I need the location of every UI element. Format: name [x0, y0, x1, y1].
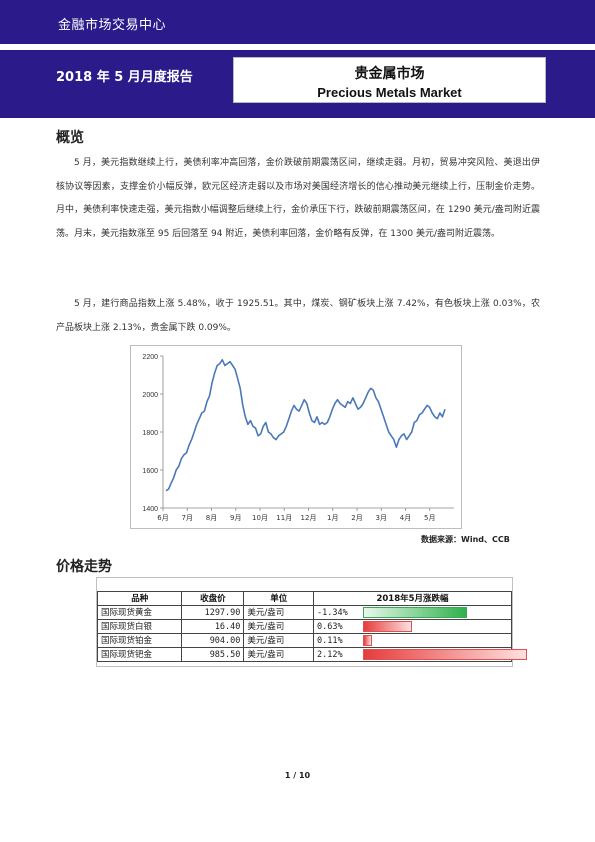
col-header-price: 收盘价 [181, 591, 245, 606]
row-change: 2.12% [312, 647, 363, 662]
price-table-frame: 品种 收盘价 单位 2018年5月涨跌幅 国际现货黄金 1297.90 美元/盎… [96, 577, 528, 667]
price-heading: 价格走势 [56, 559, 112, 575]
x-tick-label: 9月 [230, 514, 241, 522]
row-price: 904.00 [181, 633, 245, 648]
org-name: 金融市场交易中心 [58, 18, 167, 33]
change-data-bar [363, 635, 372, 646]
report-title-en: Precious Metals Market [317, 85, 462, 100]
row-change: 0.63% [312, 619, 363, 634]
row-name: 国际现货黄金 [96, 605, 183, 620]
series-line [165, 359, 446, 492]
table-row: 国际现货黄金 1297.90 美元/盎司 -1.34% [96, 605, 513, 620]
row-price: 1297.90 [181, 605, 245, 620]
row-price: 16.40 [181, 619, 245, 634]
overview-heading: 概览 [56, 130, 84, 146]
y-tick-label: 1600 [142, 468, 158, 475]
change-data-bar [363, 607, 467, 618]
x-tick-label: 11月 [276, 514, 292, 522]
data-source-note: 数据来源：Wind、CCB [421, 535, 510, 544]
row-unit: 美元/盎司 [243, 619, 314, 634]
report-title-cn: 贵金属市场 [354, 66, 425, 82]
y-tick-label: 2200 [142, 354, 158, 361]
col-header-change: 2018年5月涨跌幅 [312, 591, 513, 606]
row-change: -1.34% [312, 605, 363, 620]
row-change: 0.11% [312, 633, 363, 648]
x-tick-label: 2月 [351, 514, 362, 522]
y-tick-label: 1400 [142, 506, 158, 513]
table-row: 国际现货钯金 985.50 美元/盎司 2.12% [96, 647, 528, 662]
row-change-bar-cell [362, 647, 528, 662]
col-header-unit: 单位 [243, 591, 314, 606]
line-chart-svg: 1400 1600 1800 2000 2200 6月 7月 8月 9月 10月 11月 12月 1月 2… [142, 354, 454, 522]
x-tick-label: 12月 [301, 514, 317, 522]
row-name: 国际现货钯金 [96, 647, 183, 662]
col-header-name: 品种 [96, 591, 183, 606]
row-unit: 美元/盎司 [243, 647, 314, 662]
x-tick-label: 7月 [182, 514, 193, 522]
row-change-bar-cell [362, 633, 513, 648]
x-tick-label: 3月 [376, 514, 387, 522]
change-data-bar [363, 621, 412, 632]
index-line-chart: 1400 1600 1800 2000 2200 6月 7月 8月 9月 10月 11月 12月 1月 2… [130, 345, 462, 529]
change-data-bar [363, 649, 528, 660]
x-tick-label: 5月 [424, 514, 435, 522]
row-unit: 美元/盎司 [243, 605, 314, 620]
overview-paragraph-2: 5 月，建行商品指数上涨 5.48%，收于 1925.51。其中，煤炭、钢矿板块… [56, 299, 540, 333]
row-change-bar-cell [362, 605, 513, 620]
row-name: 国际现货白银 [96, 619, 183, 634]
page-number: 1 / 10 [284, 771, 311, 780]
x-tick-label: 4月 [400, 514, 411, 522]
x-tick-label: 6月 [157, 514, 168, 522]
report-title-box: 贵金属市场 Precious Metals Market [233, 57, 546, 103]
table-header-row: 品种 收盘价 单位 2018年5月涨跌幅 [96, 591, 513, 606]
overview-paragraph-1: 5 月，美元指数继续上行，美债利率冲高回落，金价跌破前期震荡区间，继续走弱。月初… [56, 158, 540, 239]
row-name: 国际现货铂金 [96, 633, 183, 648]
y-tick-label: 1800 [142, 430, 158, 437]
top-banner: 金融市场交易中心 [0, 0, 595, 44]
table-row: 国际现货铂金 904.00 美元/盎司 0.11% [96, 633, 513, 648]
price-table: 品种 收盘价 单位 2018年5月涨跌幅 国际现货黄金 1297.90 美元/盎… [96, 591, 528, 662]
row-unit: 美元/盎司 [243, 633, 314, 648]
x-tick-label: 8月 [206, 514, 217, 522]
row-price: 985.50 [181, 647, 245, 662]
report-date: 2018 年 5 月月度报告 [56, 70, 193, 85]
table-row: 国际现货白银 16.40 美元/盎司 0.63% [96, 619, 513, 634]
x-tick-label: 10月 [252, 514, 268, 522]
y-tick-label: 2000 [142, 392, 158, 399]
row-change-bar-cell [362, 619, 513, 634]
x-tick-label: 1月 [327, 514, 338, 522]
